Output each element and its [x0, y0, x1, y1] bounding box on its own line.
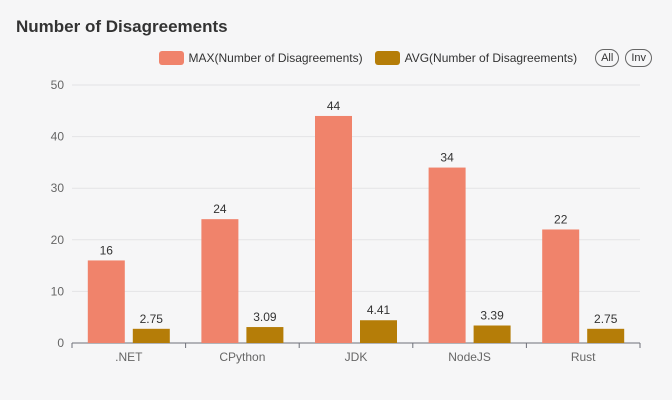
- x-tick-label: Rust: [571, 350, 596, 364]
- x-tick-label: .NET: [115, 350, 143, 364]
- legend-swatch-max: [158, 51, 184, 65]
- data-label-avg: 3.39: [480, 309, 504, 323]
- x-tick-label: NodeJS: [448, 350, 491, 364]
- legend-item-avg[interactable]: AVG(Number of Disagreements): [374, 51, 578, 65]
- legend: MAX(Number of Disagreements) AVG(Number …: [158, 49, 652, 67]
- bar-max: [315, 115, 352, 344]
- legend-item-max[interactable]: MAX(Number of Disagreements): [158, 51, 363, 65]
- legend-swatch-avg: [374, 51, 400, 65]
- bar-max: [87, 260, 125, 343]
- legend-label-max: MAX(Number of Disagreements): [188, 51, 363, 65]
- y-tick-label: 40: [51, 130, 65, 144]
- data-label-avg: 4.41: [367, 303, 391, 317]
- data-label-max: 22: [554, 212, 568, 226]
- bar-max: [542, 229, 580, 343]
- bar-avg: [132, 328, 170, 343]
- data-label-max: 34: [440, 151, 454, 165]
- y-tick-label: 0: [57, 336, 64, 350]
- bar-avg: [360, 320, 397, 343]
- data-label-max: 16: [100, 243, 114, 257]
- bar-avg: [587, 328, 625, 343]
- invert-selection-button[interactable]: Inv: [625, 49, 652, 67]
- data-label-avg: 2.75: [594, 312, 618, 326]
- data-label-max: 44: [327, 99, 341, 113]
- x-tick-label: CPython: [219, 350, 265, 364]
- select-all-button[interactable]: All: [595, 49, 620, 67]
- legend-label-avg: AVG(Number of Disagreements): [404, 51, 578, 65]
- bar-max: [201, 219, 239, 343]
- y-tick-label: 50: [51, 78, 65, 92]
- bar-avg: [246, 327, 284, 343]
- x-tick-label: JDK: [345, 350, 368, 364]
- y-tick-label: 20: [51, 233, 65, 247]
- bar-avg: [473, 325, 511, 343]
- bar-max: [428, 167, 466, 343]
- y-tick-label: 10: [51, 284, 65, 298]
- chart-title: Number of Disagreements: [16, 17, 228, 36]
- y-tick-label: 30: [51, 181, 65, 195]
- data-label-max: 24: [213, 202, 227, 216]
- data-label-avg: 3.09: [253, 310, 277, 324]
- data-label-avg: 2.75: [140, 312, 164, 326]
